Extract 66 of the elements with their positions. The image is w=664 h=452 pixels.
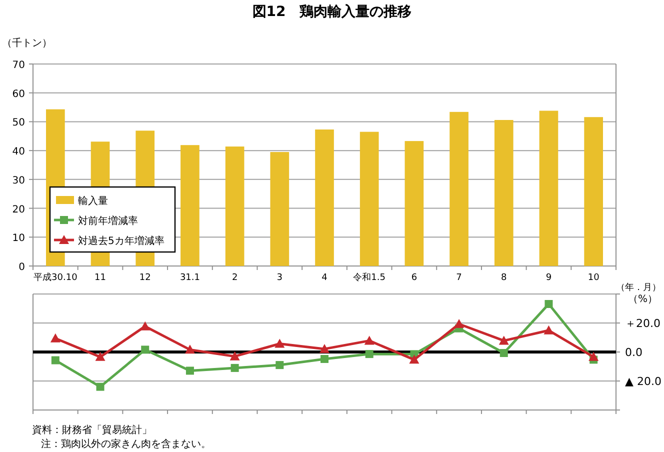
bar [404, 141, 424, 266]
point [50, 333, 60, 342]
point [500, 349, 508, 358]
x-tick-label: 12 [139, 273, 151, 283]
point [364, 336, 374, 345]
bar [539, 110, 558, 266]
x-tick-label: 6 [411, 273, 418, 283]
point [140, 321, 150, 330]
bar [315, 130, 334, 266]
y-tick-label: 10 [12, 233, 25, 244]
y-tick-label: 40 [12, 146, 25, 158]
point [454, 319, 464, 328]
y-tick-label: ＋20.0 [625, 317, 660, 330]
point [95, 352, 106, 361]
x-tick-label: 10 [588, 273, 600, 283]
y-tick-label: 50 [12, 118, 25, 129]
bar [494, 120, 514, 266]
text: 対過去5カ年増減率 [78, 236, 164, 247]
point [230, 351, 240, 360]
text: 対前年増減率 [78, 216, 138, 227]
bar [225, 146, 244, 266]
x-tick-label: 8 [501, 273, 508, 283]
legend-label: 輸入量 [78, 195, 108, 207]
bar [270, 152, 290, 266]
x-tick-label: 4 [322, 273, 328, 283]
x-tick-label: 令和1.5 [353, 272, 386, 283]
point [409, 354, 420, 364]
point [51, 356, 60, 364]
point [96, 382, 104, 391]
y-tick-label: 60 [12, 88, 25, 100]
chart-title: 図12 鶏肉輸入量の推移 [252, 4, 412, 20]
point [230, 364, 239, 372]
y-tick-label: ▲ 20.0 [625, 375, 662, 388]
x-tick-label: 9 [546, 273, 552, 283]
y-tick-label: 70 [12, 60, 25, 71]
x-axis-title: （年．月） [616, 282, 661, 293]
point [184, 344, 195, 354]
y-axis-title: （千トン） [2, 37, 52, 49]
y-tick-label: 0 [18, 262, 25, 273]
point [320, 354, 328, 363]
point [186, 366, 194, 375]
y-tick-label: 20 [12, 204, 25, 216]
point [498, 336, 509, 345]
point [588, 352, 599, 361]
point [320, 344, 330, 353]
x-tick-label: 平成30.10 [34, 272, 78, 283]
y-tick-label: 30 [12, 175, 25, 186]
bar [180, 145, 200, 266]
point [365, 350, 374, 358]
x-tick-label: 2 [232, 273, 238, 283]
point [274, 338, 285, 348]
text: 注：鶏肉以外の家きん肉を含まない。 [41, 438, 211, 450]
x-tick-label: 11 [94, 273, 106, 283]
bar [360, 132, 379, 266]
point [544, 300, 553, 308]
bar [450, 112, 468, 266]
x-tick-label: 3 [276, 273, 283, 283]
y-axis-title: （%） [628, 294, 658, 305]
y-tick-label: 0.0 [625, 346, 642, 359]
point [276, 361, 284, 370]
point [141, 346, 150, 354]
text: 資料：財務省「貿易統計」 [32, 424, 152, 436]
x-tick-label: 31.1 [180, 273, 200, 283]
point [544, 325, 554, 334]
x-tick-label: 7 [456, 273, 462, 283]
bar [584, 117, 603, 266]
